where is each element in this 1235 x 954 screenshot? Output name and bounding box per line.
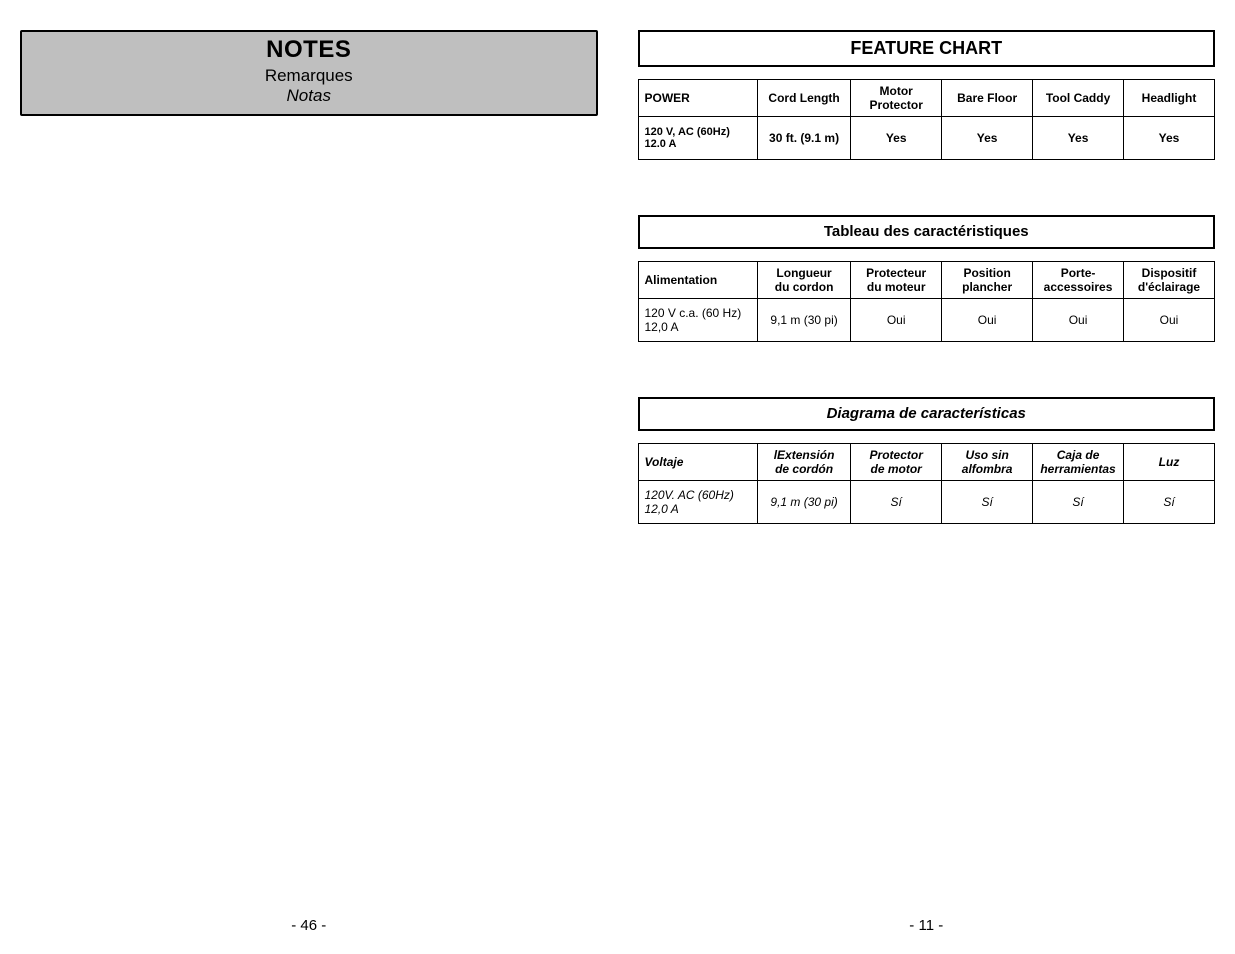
notes-subtitle-fr: Remarques bbox=[22, 66, 596, 86]
th-barefloor: Position plancher bbox=[942, 262, 1033, 299]
th-cord: lExtensión de cordón bbox=[757, 444, 850, 481]
right-page: FEATURE CHART POWER Cord Length Motor Pr… bbox=[618, 0, 1235, 954]
feature-chart-fr-title-box: Tableau des caractéristiques bbox=[638, 215, 1216, 249]
th-power: POWER bbox=[638, 80, 757, 117]
feature-chart-en-title: FEATURE CHART bbox=[850, 38, 1002, 58]
feature-table-fr: Alimentation Longueur du cordon Protecte… bbox=[638, 261, 1216, 342]
td-headlight: Oui bbox=[1124, 299, 1215, 342]
table-header-row: Alimentation Longueur du cordon Protecte… bbox=[638, 262, 1215, 299]
td-motor: Yes bbox=[851, 117, 942, 160]
feature-chart-es-title-box: Diagrama de características bbox=[638, 397, 1216, 431]
td-cord: 9,1 m (30 pi) bbox=[757, 481, 850, 524]
th-motor: Protector de motor bbox=[851, 444, 942, 481]
notes-box: NOTES Remarques Notas bbox=[20, 30, 598, 116]
td-headlight: Yes bbox=[1124, 117, 1215, 160]
td-motor: Sí bbox=[851, 481, 942, 524]
th-caddy: Porte- accessoires bbox=[1033, 262, 1124, 299]
td-barefloor: Yes bbox=[942, 117, 1033, 160]
feature-table-es: Voltaje lExtensión de cordón Protector d… bbox=[638, 443, 1216, 524]
th-caddy: Tool Caddy bbox=[1033, 80, 1124, 117]
td-power: 120 V c.a. (60 Hz) 12,0 A bbox=[638, 299, 757, 342]
feature-table-en: POWER Cord Length Motor Protector Bare F… bbox=[638, 79, 1216, 160]
th-headlight: Luz bbox=[1124, 444, 1215, 481]
th-motor: Protecteur du moteur bbox=[851, 262, 942, 299]
feature-chart-es: Diagrama de características Voltaje lExt… bbox=[638, 397, 1216, 524]
feature-chart-fr: Tableau des caractéristiques Alimentatio… bbox=[638, 215, 1216, 342]
th-headlight: Headlight bbox=[1124, 80, 1215, 117]
th-cord: Cord Length bbox=[757, 80, 850, 117]
table-row: 120 V c.a. (60 Hz) 12,0 A 9,1 m (30 pi) … bbox=[638, 299, 1215, 342]
td-power: 120V. AC (60Hz) 12,0 A bbox=[638, 481, 757, 524]
notes-subtitle-es: Notas bbox=[22, 86, 596, 106]
feature-chart-fr-title: Tableau des caractéristiques bbox=[824, 223, 1029, 240]
feature-chart-en: FEATURE CHART POWER Cord Length Motor Pr… bbox=[638, 30, 1216, 160]
table-row: 120 V, AC (60Hz) 12.0 A 30 ft. (9.1 m) Y… bbox=[638, 117, 1215, 160]
feature-chart-en-title-box: FEATURE CHART bbox=[638, 30, 1216, 67]
right-page-number: - 11 - bbox=[618, 917, 1235, 934]
td-cord: 9,1 m (30 pi) bbox=[757, 299, 850, 342]
td-barefloor: Sí bbox=[942, 481, 1033, 524]
td-caddy: Yes bbox=[1033, 117, 1124, 160]
td-caddy: Oui bbox=[1033, 299, 1124, 342]
th-cord: Longueur du cordon bbox=[757, 262, 850, 299]
th-caddy: Caja de herramientas bbox=[1033, 444, 1124, 481]
th-headlight: Dispositif d'éclairage bbox=[1124, 262, 1215, 299]
th-power: Alimentation bbox=[638, 262, 757, 299]
left-page-number: - 46 - bbox=[0, 917, 618, 934]
td-headlight: Sí bbox=[1124, 481, 1215, 524]
td-power: 120 V, AC (60Hz) 12.0 A bbox=[638, 117, 757, 160]
table-header-row: POWER Cord Length Motor Protector Bare F… bbox=[638, 80, 1215, 117]
th-motor: Motor Protector bbox=[851, 80, 942, 117]
td-motor: Oui bbox=[851, 299, 942, 342]
table-header-row: Voltaje lExtensión de cordón Protector d… bbox=[638, 444, 1215, 481]
th-power: Voltaje bbox=[638, 444, 757, 481]
feature-chart-es-title: Diagrama de características bbox=[827, 405, 1026, 422]
td-caddy: Sí bbox=[1033, 481, 1124, 524]
left-page: NOTES Remarques Notas - 46 - bbox=[0, 0, 618, 954]
td-barefloor: Oui bbox=[942, 299, 1033, 342]
td-cord: 30 ft. (9.1 m) bbox=[757, 117, 850, 160]
th-barefloor: Uso sin alfombra bbox=[942, 444, 1033, 481]
notes-title: NOTES bbox=[22, 36, 596, 64]
th-barefloor: Bare Floor bbox=[942, 80, 1033, 117]
table-row: 120V. AC (60Hz) 12,0 A 9,1 m (30 pi) Sí … bbox=[638, 481, 1215, 524]
